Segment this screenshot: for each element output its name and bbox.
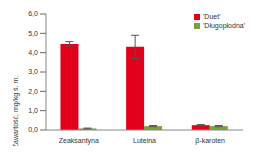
svg-text:5,0: 5,0	[28, 30, 38, 37]
svg-text:β-karoten: β-karoten	[195, 137, 225, 145]
svg-text:4,0: 4,0	[28, 49, 38, 56]
svg-text:Luteina: Luteina	[133, 137, 156, 144]
svg-text:Zeaksantyna: Zeaksantyna	[59, 137, 99, 145]
html-text:'Duet': 'Duet'	[203, 13, 221, 20]
svg-text:2,0: 2,0	[28, 88, 38, 95]
svg-text:0,0: 0,0	[28, 126, 38, 133]
svg-text:Zawartość, mg/kg ś. m.: Zawartość, mg/kg ś. m.	[12, 76, 20, 146]
svg-text:6,0: 6,0	[28, 10, 38, 17]
html-text:'Długopłodna': 'Długopłodna'	[203, 22, 245, 29]
svg-text:1,0: 1,0	[28, 107, 38, 114]
svg-text:3,0: 3,0	[28, 68, 38, 75]
